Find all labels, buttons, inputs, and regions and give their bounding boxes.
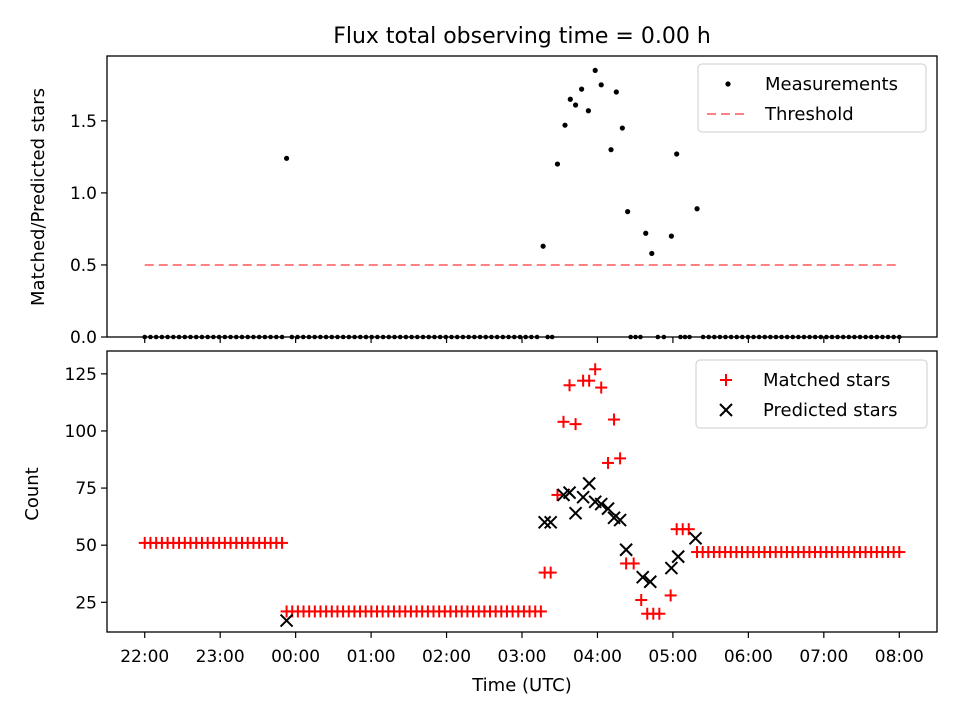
predicted-star-point	[562, 485, 577, 500]
measurement-point	[649, 250, 655, 257]
matched-star-point	[583, 374, 596, 387]
measurement-point	[598, 82, 604, 88]
matched-star-point	[653, 607, 666, 620]
measurement-point	[625, 209, 631, 215]
measurement-point	[608, 147, 614, 153]
measurement-point	[572, 102, 579, 108]
bottom-x-tick-label: 06:00	[724, 647, 773, 667]
predicted-star-point	[594, 497, 608, 511]
measurement-point	[283, 155, 290, 161]
measurement-point	[579, 86, 585, 92]
predicted-star-point	[279, 613, 294, 628]
top-legend-box	[697, 63, 927, 133]
measurement-point	[592, 67, 598, 74]
predicted-star-point	[643, 575, 657, 589]
matched-star-point	[551, 488, 564, 501]
matched-star-point	[608, 413, 621, 426]
bottom-y-ticks: 25 50 75 100 125	[65, 365, 107, 613]
predicted-star-point	[537, 515, 552, 530]
predicted-star-point	[601, 501, 615, 516]
measurement-point	[694, 206, 700, 212]
bottom-x-tick-label: 05:00	[648, 647, 697, 667]
measurement-point	[540, 243, 546, 249]
bottom-y-tick-label: 75	[75, 479, 97, 499]
bottom-y-tick-label: 100	[65, 422, 97, 442]
matched-star-point	[602, 456, 615, 469]
matched-star-point	[635, 594, 648, 607]
top-y-ticks: 0.0 0.5 1.0 1.5	[70, 112, 107, 348]
matched-star-point	[544, 566, 557, 579]
measurement-point	[619, 125, 625, 131]
bottom-x-tick-label: 00:00	[271, 647, 320, 667]
predicted-star-point	[613, 513, 627, 527]
bottom-y-axis-label: Count	[22, 467, 43, 520]
top-y-tick-label: 0.0	[70, 328, 97, 348]
bottom-x-axis-label: Time (UTC)	[471, 675, 572, 696]
legend-measurements-label: Measurements	[765, 74, 898, 95]
matched-star-point	[557, 415, 570, 428]
measurement-point	[562, 122, 568, 128]
measurement-point	[554, 161, 561, 167]
legend-predicted-marker	[719, 403, 733, 417]
bottom-y-tick-label: 50	[75, 536, 97, 556]
matched-star-point	[589, 363, 602, 376]
top-x-ticks	[144, 337, 900, 343]
legend-predicted-label: Predicted stars	[763, 400, 897, 421]
predicted-star-point	[636, 570, 650, 584]
predicted-star-point	[568, 506, 583, 520]
bottom-x-tick-label: 02:00	[422, 647, 471, 667]
matched-star-point	[893, 546, 906, 559]
bottom-x-tick-label: 03:00	[498, 647, 547, 667]
top-y-tick-label: 0.5	[70, 256, 97, 276]
legend-threshold-label: Threshold	[764, 104, 854, 125]
bottom-x-tick-label: 04:00	[573, 647, 622, 667]
bottom-x-ticks: 22:00 23:00 00:00 01:00 02:00 03:00 04:00 05:00…	[120, 632, 924, 667]
measurement-point	[674, 151, 680, 157]
matched-star-point	[664, 589, 677, 602]
bottom-y-tick-label: 125	[65, 365, 97, 385]
matched-star-point	[534, 605, 547, 618]
measurement-point	[567, 96, 573, 102]
top-y-tick-label: 1.0	[70, 184, 97, 204]
measurement-point	[585, 108, 592, 114]
bottom-legend-box	[695, 359, 928, 429]
matched-star-point	[563, 379, 576, 392]
predicted-star-point	[619, 543, 633, 557]
measurement-point	[613, 89, 619, 95]
bottom-x-tick-label: 01:00	[347, 647, 396, 667]
matched-star-point	[627, 557, 640, 570]
bottom-x-tick-label: 07:00	[799, 647, 848, 667]
matched-star-point	[595, 381, 608, 394]
predicted-star-point	[582, 476, 596, 491]
bottom-legend: Matched stars Predicted stars	[695, 359, 928, 429]
matched-star-point	[614, 452, 627, 465]
matched-star-point	[682, 523, 695, 536]
bottom-plot-area	[138, 363, 906, 628]
bottom-x-tick-label: 23:00	[196, 647, 245, 667]
predicted-star-point	[543, 515, 558, 530]
matched-star-point	[569, 418, 582, 431]
predicted-star-point	[664, 561, 679, 575]
bottom-x-tick-label: 22:00	[120, 647, 169, 667]
measurement-point	[643, 230, 649, 236]
predicted-star-point	[671, 549, 685, 564]
predicted-star-point	[576, 490, 590, 504]
top-y-tick-label: 1.5	[70, 112, 97, 132]
legend-measurements-marker	[725, 81, 731, 87]
top-legend: Measurements Threshold	[697, 63, 927, 133]
chart-title: Flux total observing time = 0.00 h	[333, 24, 711, 49]
bottom-y-tick-label: 25	[75, 593, 97, 613]
legend-matched-label: Matched stars	[763, 370, 890, 391]
predicted-star-point	[688, 531, 703, 546]
bottom-x-tick-label: 08:00	[875, 647, 924, 667]
legend-matched-marker	[720, 374, 732, 386]
matched-star-point	[276, 536, 289, 549]
top-y-axis-label: Matched/Predicted stars	[28, 88, 49, 306]
measurement-point	[668, 233, 675, 239]
